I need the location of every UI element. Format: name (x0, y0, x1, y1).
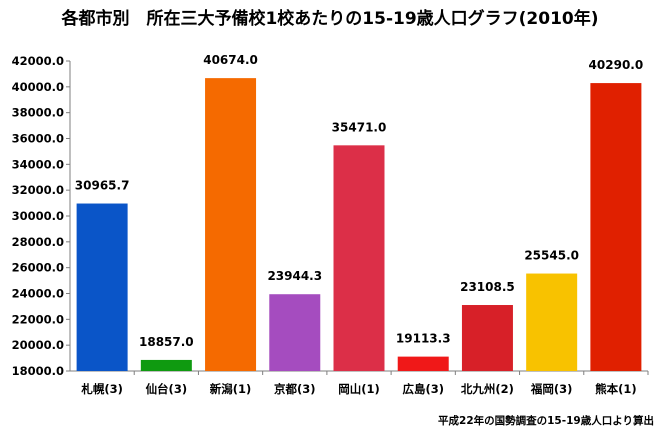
bar (333, 145, 385, 371)
y-tick-label: 28000.0 (12, 235, 64, 249)
data-label: 23944.3 (267, 269, 322, 283)
bar (205, 78, 257, 371)
y-tick-label: 26000.0 (12, 261, 64, 275)
bar (526, 273, 578, 371)
x-tick-label: 広島(3) (402, 382, 444, 396)
x-tick-label: 京都(3) (274, 382, 316, 396)
y-tick-label: 40000.0 (12, 80, 64, 94)
data-label: 19113.3 (396, 332, 451, 346)
y-tick-label: 30000.0 (12, 209, 64, 223)
y-tick-label: 22000.0 (12, 312, 64, 326)
source-note: 平成22年の国勢調査の15-19歳人口より算出 (438, 414, 654, 427)
x-tick-label: 北九州(2) (461, 382, 514, 396)
y-tick-label: 34000.0 (12, 157, 64, 171)
y-tick-label: 42000.0 (12, 54, 64, 68)
data-labels: 30965.7 18857.0 40674.0 23944.3 35471.0 19113… (75, 53, 643, 349)
y-tick-label: 36000.0 (12, 132, 64, 146)
axes: 18000.0 20000.0 22000.0 24000.0 26000.0 28000… (12, 54, 649, 396)
bar (140, 359, 192, 371)
data-label: 18857.0 (139, 335, 194, 349)
bars (76, 78, 642, 372)
x-tick-label: 熊本(1) (595, 382, 637, 396)
bar (269, 294, 321, 371)
y-tick-label: 38000.0 (12, 106, 64, 120)
x-tick-label: 札幌(3) (80, 382, 123, 396)
data-label: 40290.0 (589, 58, 644, 72)
y-tick-label: 32000.0 (12, 183, 64, 197)
bar (76, 203, 128, 371)
chart-title: 各都市別 所在三大予備校1校あたりの15-19歳人口グラフ(2010年) (60, 8, 598, 29)
data-label: 30965.7 (75, 179, 130, 193)
data-label: 40674.0 (203, 53, 258, 67)
y-tick-label: 24000.0 (12, 287, 64, 301)
y-tick-label: 20000.0 (12, 338, 64, 352)
bar (461, 305, 513, 371)
data-label: 23108.5 (460, 280, 515, 294)
x-tick-label: 新潟(1) (210, 382, 252, 396)
bar (397, 356, 449, 371)
x-tick-label: 岡山(1) (338, 382, 380, 396)
bar (590, 83, 642, 372)
y-tick-label: 18000.0 (12, 364, 64, 378)
data-label: 35471.0 (332, 120, 387, 134)
data-label: 25545.0 (524, 249, 579, 263)
x-tick-label: 仙台(3) (146, 382, 188, 396)
x-tick-label: 福岡(3) (530, 382, 573, 396)
